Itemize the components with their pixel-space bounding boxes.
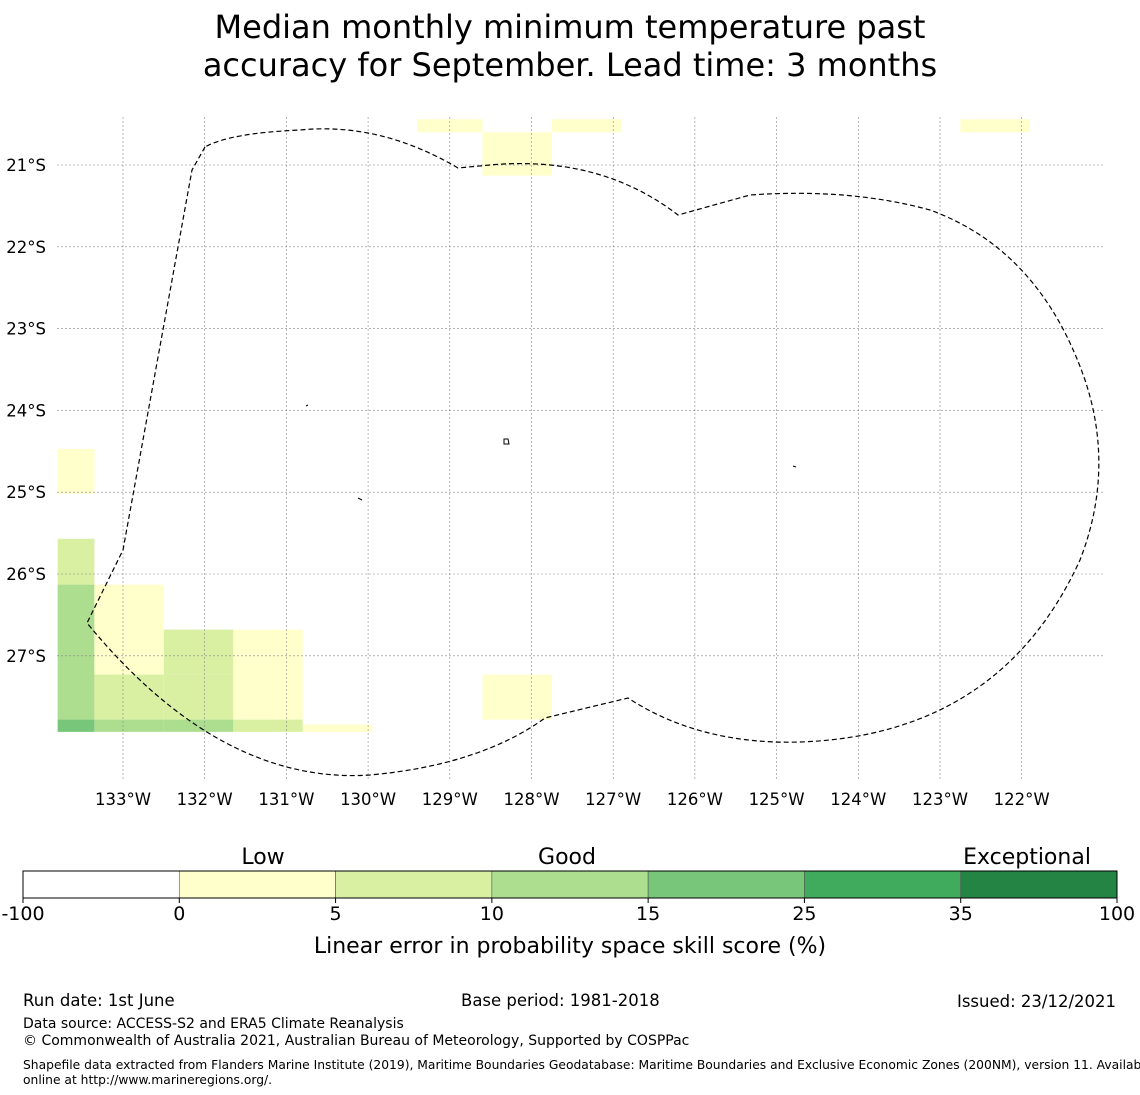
- colorbar-swatch: [960, 870, 1118, 899]
- skill-cell: [57, 719, 95, 732]
- title-line-2: accuracy for September. Lead time: 3 mon…: [202, 46, 938, 84]
- latitude-label: 21°S: [6, 156, 46, 175]
- skill-cell: [94, 719, 164, 732]
- longitude-label: 129°W: [422, 790, 478, 809]
- island-marker: [792, 465, 797, 468]
- longitude-label: 132°W: [177, 790, 233, 809]
- colorbar-frame: [22, 870, 1118, 899]
- colorbar-tick-label: 25: [792, 903, 816, 925]
- latitude-label: 26°S: [6, 565, 46, 584]
- island-marker: [357, 497, 363, 501]
- issued-date: Issued: 23/12/2021: [956, 992, 1116, 1011]
- axis-labels: 21°S 22°S 23°S 24°S 25°S 26°S 27°S 133°W 132°W 13…: [6, 156, 1049, 809]
- longitude-label: 126°W: [667, 790, 723, 809]
- latitude-label: 23°S: [6, 320, 46, 339]
- colorbar-swatch: [491, 870, 649, 899]
- colorbar-tick-label: 100: [1099, 903, 1135, 925]
- copyright: © Commonwealth of Australia 2021, Austra…: [23, 1033, 690, 1049]
- longitude-label: 124°W: [830, 790, 886, 809]
- skill-cell: [233, 719, 303, 732]
- colorbar-tick-label: 15: [636, 903, 660, 925]
- skill-cell: [551, 119, 622, 133]
- graticule: [57, 117, 1105, 780]
- colorbar-swatch: [178, 870, 336, 899]
- eez-boundary: [86, 128, 1100, 777]
- longitude-label: 128°W: [503, 790, 559, 809]
- skill-cell: [233, 629, 303, 720]
- skill-cell: [163, 719, 234, 732]
- latitude-label: 24°S: [6, 401, 46, 420]
- colorbar-swatch: [647, 870, 805, 899]
- colorbar-tick-label: -100: [1, 903, 44, 925]
- island-marker: [503, 438, 510, 445]
- longitude-label: 123°W: [912, 790, 968, 809]
- colorbar-section-good: Good: [538, 845, 596, 870]
- colorbar-tick-label: 35: [949, 903, 973, 925]
- run-date: Run date: 1st June: [23, 991, 175, 1010]
- latitude-label: 25°S: [6, 483, 46, 502]
- map-title: Median monthly minimum temperature past …: [0, 8, 1140, 84]
- skill-cell: [482, 132, 552, 176]
- base-period: Base period: 1981-2018: [461, 991, 660, 1010]
- colorbar-ticks: -100 0 5 10 15 25 35 100: [1, 898, 1135, 925]
- longitude-label: 122°W: [994, 790, 1050, 809]
- skill-cell: [960, 119, 1030, 133]
- skill-cell: [163, 674, 234, 720]
- colorbar-section-low: Low: [241, 845, 284, 870]
- latitude-label: 27°S: [6, 647, 46, 666]
- colorbar-tick-label: 5: [330, 903, 342, 925]
- colorbar-swatch: [804, 870, 962, 899]
- longitude-label: 131°W: [258, 790, 314, 809]
- shapefile-credit-line-2: online at http://www.marineregions.org/.: [23, 1073, 273, 1087]
- longitude-label: 127°W: [585, 790, 641, 809]
- skill-cell: [163, 629, 234, 675]
- skill-cell: [57, 538, 95, 585]
- skill-cell: [482, 674, 552, 720]
- skill-cell: [57, 448, 95, 494]
- skill-cell: [302, 724, 373, 732]
- eez-boundary-line: [86, 128, 1100, 777]
- colorbar-label: Linear error in probability space skill …: [314, 934, 826, 959]
- colorbar-swatch: [22, 870, 180, 899]
- skill-cell: [57, 584, 95, 720]
- shapefile-credit-line-1: Shapefile data extracted from Flanders M…: [23, 1058, 1140, 1072]
- colorbar-swatches: [22, 870, 1118, 899]
- island-marker: [305, 404, 309, 407]
- colorbar-swatch: [335, 870, 493, 899]
- longitude-label: 133°W: [95, 790, 151, 809]
- colorbar: Low Good Exceptional -100 0 5 10 15 25 35 100 L…: [1, 845, 1135, 959]
- colorbar-tick-label: 10: [480, 903, 504, 925]
- latitude-label: 22°S: [6, 238, 46, 257]
- longitude-label: 125°W: [749, 790, 805, 809]
- skill-cell: [94, 674, 164, 720]
- skill-cell: [94, 584, 164, 675]
- skill-cells: [57, 119, 1030, 732]
- colorbar-tick-label: 0: [173, 903, 185, 925]
- data-source: Data source: ACCESS-S2 and ERA5 Climate …: [23, 1016, 404, 1032]
- colorbar-section-exceptional: Exceptional: [963, 845, 1091, 870]
- longitude-label: 130°W: [340, 790, 396, 809]
- title-line-1: Median monthly minimum temperature past: [214, 8, 926, 46]
